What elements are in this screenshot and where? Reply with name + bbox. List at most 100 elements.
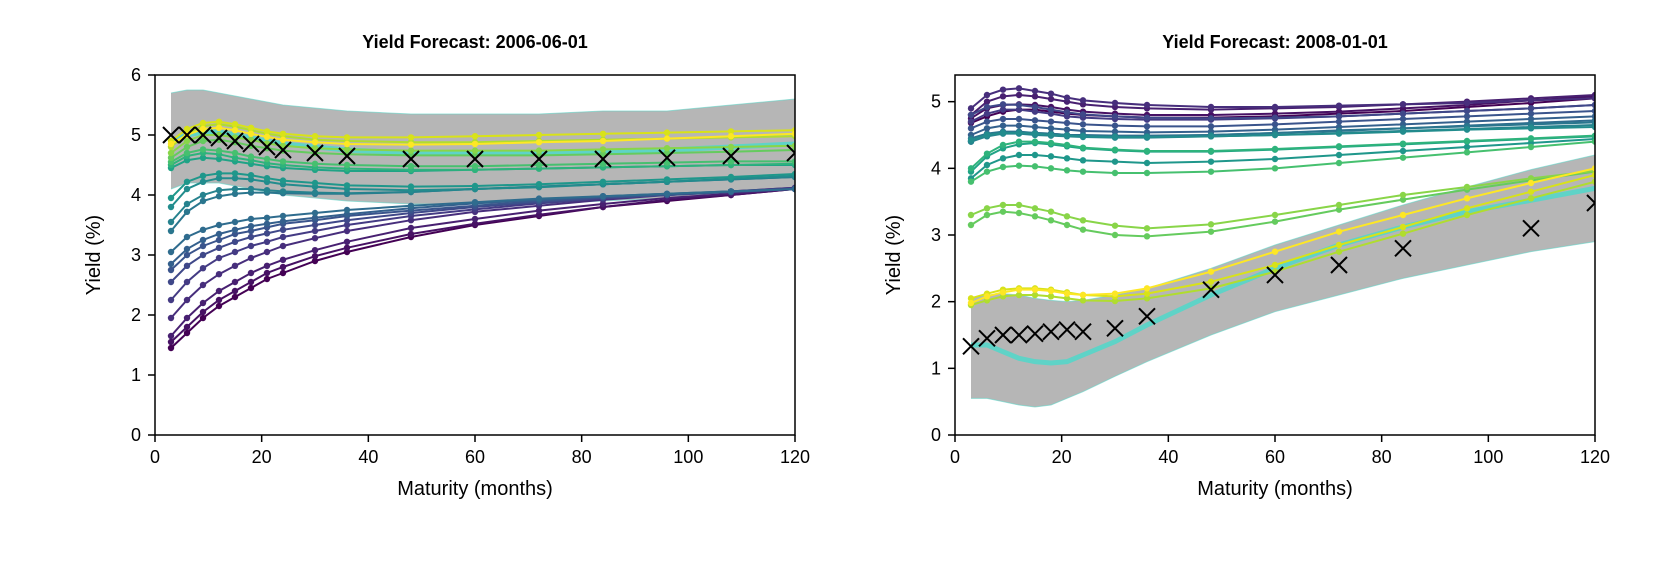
x-tick-label: 20 [251,447,271,467]
series-marker [1271,132,1277,138]
series-marker [1399,154,1405,160]
series-marker [999,164,1005,170]
series-marker [215,255,221,261]
series-marker [1207,158,1213,164]
series-marker [967,178,973,184]
series-marker [199,282,205,288]
series-marker [1143,160,1149,166]
series-marker [1207,268,1213,274]
y-tick-label: 2 [930,292,940,312]
series-marker [199,192,205,198]
series-marker [343,141,349,147]
series-marker [599,193,605,199]
series-marker [183,144,189,150]
y-axis-label: Yield (%) [883,215,905,295]
series-marker [1063,142,1069,148]
x-axis-label: Maturity (months) [1197,478,1353,500]
series-marker [1031,130,1037,136]
series-marker [183,150,189,156]
series-marker [199,252,205,258]
series-marker [1015,210,1021,216]
series-marker [183,279,189,285]
series-marker [199,243,205,249]
series-marker [215,288,221,294]
series-marker [1271,104,1277,110]
series-marker [999,142,1005,148]
series-marker [183,209,189,215]
series-marker [1063,94,1069,100]
series-marker [263,134,269,140]
series-marker [231,288,237,294]
series-marker [599,179,605,185]
series-marker [1399,140,1405,146]
series-marker [311,139,317,145]
series-marker [1143,123,1149,129]
series-marker [167,141,173,147]
series-marker [1047,288,1053,294]
x-tick-label: 80 [571,447,591,467]
figure-row: 0204060801001200123456Yield Forecast: 20… [20,20,1659,520]
series-marker [199,138,205,144]
series-marker [1463,149,1469,155]
series-marker [247,285,253,291]
series-marker [967,137,973,143]
series-marker [311,253,317,259]
series-marker [1399,192,1405,198]
series-marker [167,339,173,345]
series-marker [279,177,285,183]
series-marker [183,234,189,240]
series-marker [183,252,189,258]
chart-title: Yield Forecast: 2008-01-01 [1162,32,1387,52]
series-marker [311,189,317,195]
series-marker [727,133,733,139]
series-marker [1335,130,1341,136]
series-marker [215,119,221,125]
series-marker [967,165,973,171]
series-marker [215,170,221,176]
series-marker [231,186,237,192]
x-tick-label: 120 [779,447,809,467]
series-marker [1143,102,1149,108]
series-marker [1047,118,1053,124]
series-marker [1031,88,1037,94]
series-marker [1335,228,1341,234]
series-marker [983,205,989,211]
series-marker [1031,286,1037,292]
series-marker [999,130,1005,136]
series-marker [1063,222,1069,228]
series-marker [167,315,173,321]
series-marker [231,279,237,285]
series-marker [983,150,989,156]
series-marker [247,131,253,137]
x-tick-label: 0 [949,447,959,467]
y-tick-label: 3 [930,225,940,245]
series-marker [167,204,173,210]
series-marker [1527,180,1533,186]
series-marker [1079,217,1085,223]
x-tick-label: 0 [149,447,159,467]
series-marker [1079,97,1085,103]
series-marker [727,144,733,150]
series-marker [535,195,541,201]
series-marker [215,303,221,309]
series-marker [1335,248,1341,254]
series-marker [727,188,733,194]
series-line [171,189,795,348]
series-marker [1015,102,1021,108]
series-marker [1111,232,1117,238]
series-marker [1015,162,1021,168]
series-marker [1143,285,1149,291]
series-marker [663,176,669,182]
panel-right: 020406080100120012345Yield Forecast: 200… [860,20,1620,520]
series-marker [1399,128,1405,134]
series-marker [999,155,1005,161]
series-marker [199,126,205,132]
series-marker [279,131,285,137]
series-marker [1207,104,1213,110]
series-marker [247,223,253,229]
series-marker [983,92,989,98]
series-marker [599,146,605,152]
series-marker [999,202,1005,208]
series-marker [1111,134,1117,140]
series-marker [1271,146,1277,152]
